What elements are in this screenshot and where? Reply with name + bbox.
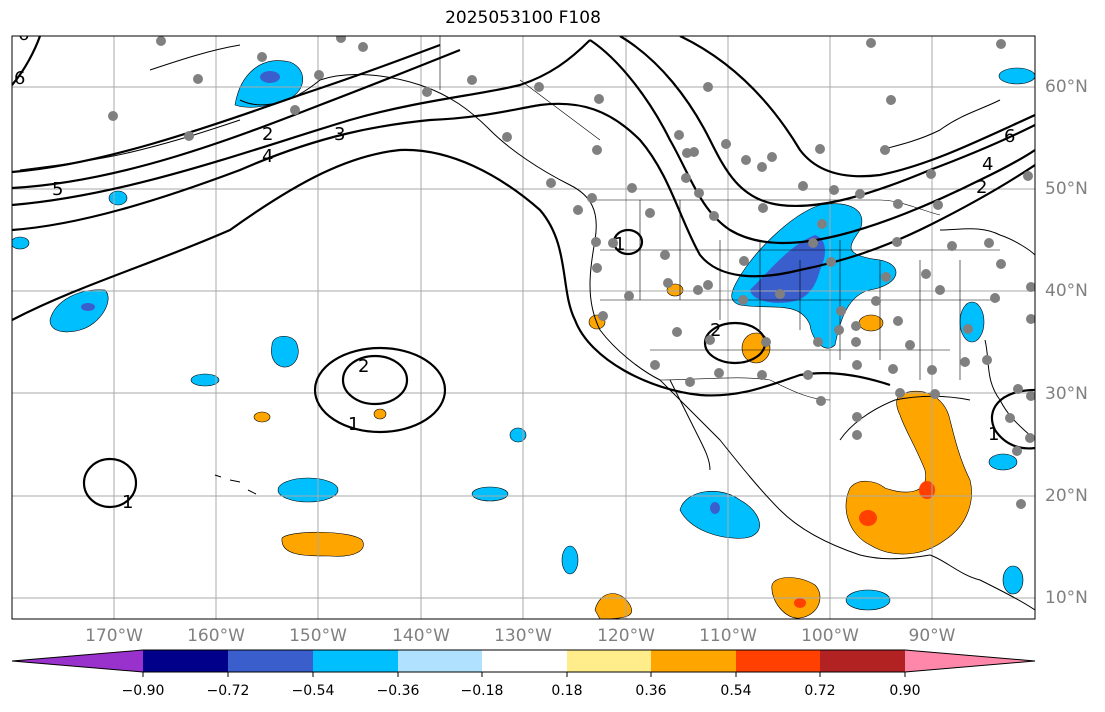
colorbar-swatch: [398, 650, 482, 672]
contour-label: 1: [348, 414, 359, 435]
contour-label: 1: [988, 424, 999, 445]
contour-line: [313, 346, 447, 434]
lon-label-90w: 90°W: [908, 626, 956, 646]
colorbar-swatch: [651, 650, 736, 672]
contour-line: [589, 39, 1035, 245]
negative-area: [845, 589, 891, 611]
colorbar-swatch: [820, 650, 905, 672]
lon-label-120w: 120°W: [597, 626, 655, 646]
negative-area: [959, 301, 985, 343]
negative-area: [1002, 565, 1024, 595]
negative-area: [679, 491, 760, 539]
negative-area: [998, 67, 1035, 85]
negative-area: [471, 486, 509, 502]
contour-label: 2: [358, 356, 369, 377]
positive-core: [859, 510, 877, 526]
contour-label: 6: [18, 24, 29, 45]
colorbar-under-arrow: [12, 650, 143, 672]
negative-area: [108, 190, 128, 206]
lat-label-20n: 20°N: [1045, 486, 1088, 506]
positive-core: [919, 481, 935, 499]
colorbar-tick: −0.18: [460, 683, 504, 699]
colorbar: [11, 649, 1036, 677]
contour-lines: [12, 36, 1035, 509]
negative-area: [12, 236, 30, 250]
negative-area: [49, 289, 109, 333]
negative-core: [710, 502, 720, 514]
positive-area: [858, 314, 884, 332]
shaded-fields: [12, 60, 1035, 619]
positive-core: [794, 598, 806, 608]
contour-label: 1: [122, 492, 133, 513]
contour-label: 5: [52, 179, 63, 200]
positive-area: [373, 408, 387, 420]
colorbar-tick: −0.36: [376, 683, 420, 699]
negative-area: [271, 336, 299, 368]
colorbar-swatch: [736, 650, 820, 672]
contour-labels: 6 6 5 4 3 2 1 2 1 1 6 4 2 1 2: [14, 24, 1015, 513]
colorbar-tick: 0.18: [551, 683, 583, 699]
negative-area: [561, 545, 579, 575]
contour-label: 6: [1004, 126, 1015, 147]
contour-line: [12, 43, 441, 174]
contour-label: 6: [14, 68, 25, 89]
colorbar-swatch: [567, 650, 651, 672]
contour-line: [341, 354, 409, 406]
contour-line: [12, 36, 42, 86]
contour-label: 1: [614, 234, 625, 255]
positive-area: [253, 411, 271, 423]
positive-area: [281, 531, 364, 557]
colorbar-tick: −0.72: [206, 683, 250, 699]
colorbar-tick: −0.90: [121, 683, 165, 699]
negative-area: [509, 427, 527, 443]
contour-line: [12, 102, 1035, 278]
colorbar-over-arrow: [905, 650, 1035, 672]
negative-core: [750, 235, 825, 303]
lon-label-170w: 170°W: [85, 626, 143, 646]
colorbar-swatch: [143, 650, 228, 672]
lat-label-10n: 10°N: [1045, 588, 1088, 608]
contour-line: [12, 39, 591, 207]
colorbar-tick: 0.90: [889, 683, 921, 699]
colorbar-tick: 0.72: [804, 683, 836, 699]
positive-area: [845, 390, 972, 555]
colorbar-tick: 0.36: [635, 683, 667, 699]
lon-label-100w: 100°W: [801, 626, 859, 646]
lat-lon-grid: [12, 36, 1035, 619]
map-frame: [11, 35, 1036, 620]
lon-label-140w: 140°W: [392, 626, 450, 646]
negative-area: [190, 373, 220, 387]
contour-label: 4: [262, 146, 273, 167]
negative-area: [234, 60, 304, 108]
lon-label-130w: 130°W: [494, 626, 552, 646]
negative-area: [988, 453, 1018, 471]
contour-line: [679, 36, 1035, 178]
map-title: 2025053100 F108: [445, 8, 601, 28]
lat-label-30n: 30°N: [1045, 384, 1088, 404]
lat-label-50n: 50°N: [1045, 179, 1088, 199]
colorbar-swatch: [228, 650, 313, 672]
lon-label-110w: 110°W: [699, 626, 757, 646]
contour-line: [82, 457, 138, 509]
negative-core: [260, 71, 280, 83]
contour-label: 2: [710, 320, 721, 341]
contour-line: [619, 36, 1035, 208]
contour-label: 2: [976, 177, 987, 198]
colorbar-swatch: [313, 650, 398, 672]
colorbar-tick: −0.54: [291, 683, 335, 699]
lon-label-160w: 160°W: [187, 626, 245, 646]
contour-label: 4: [982, 154, 993, 175]
lat-label-40n: 40°N: [1045, 281, 1088, 301]
lon-label-150w: 150°W: [289, 626, 347, 646]
negative-core: [81, 303, 95, 311]
station-markers: [108, 36, 1035, 509]
colorbar-swatch: [482, 650, 567, 672]
negative-area: [277, 477, 339, 503]
colorbar-tick: 0.54: [720, 683, 752, 699]
lat-label-60n: 60°N: [1045, 77, 1088, 97]
contour-label: 3: [334, 124, 345, 145]
contour-label: 2: [262, 124, 273, 145]
contour-line: [12, 148, 891, 397]
